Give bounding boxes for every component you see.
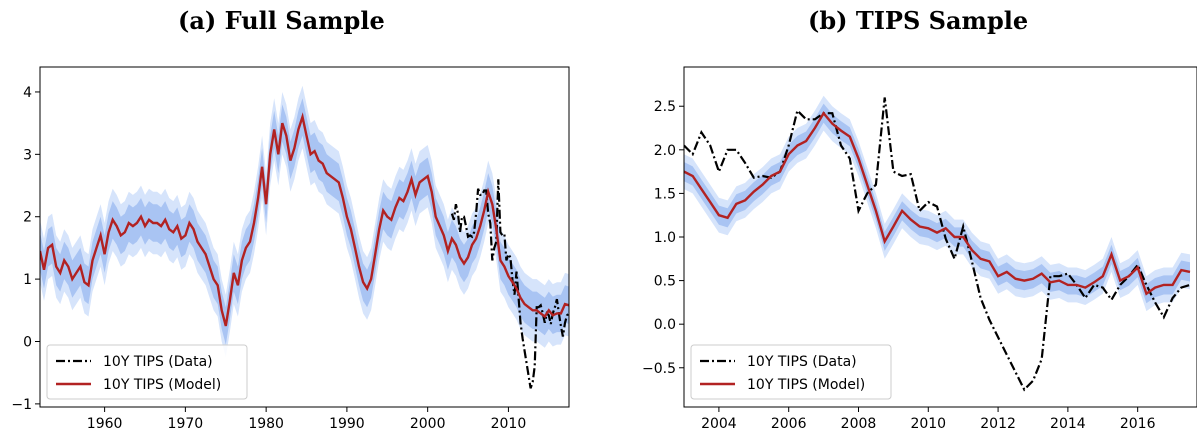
panel-b-chart: 2004 2006 2008 2010 2012 2014 2016 −0.5 0.0 0.5 1.… <box>642 67 1197 432</box>
b-x-tick-label: 2010 <box>910 416 946 432</box>
a-y-tick-label: 1 <box>23 272 32 288</box>
a-y-tick-label: 2 <box>23 210 32 226</box>
a-x-tick-label: 2000 <box>410 416 446 432</box>
b-y-tick-label: 2.5 <box>654 99 676 115</box>
b-legend-data-label: 10Y TIPS (Data) <box>747 354 857 370</box>
b-y-tick-label: 2.0 <box>654 143 676 159</box>
b-y-tick-label: −0.5 <box>642 361 676 377</box>
b-x-tick-label: 2014 <box>1050 416 1086 432</box>
a-y-tick-label: 0 <box>23 334 32 350</box>
b-band-outer <box>684 96 1190 311</box>
b-x-tick-label: 2016 <box>1120 416 1156 432</box>
a-x-tick-label: 1980 <box>248 416 284 432</box>
a-x-tick-label: 1990 <box>329 416 365 432</box>
a-legend-data-label: 10Y TIPS (Data) <box>103 354 213 370</box>
panel-a-chart: 1960 1970 1980 1990 2000 2010 −1 0 1 2 3 4 10Y TIPS … <box>11 67 569 432</box>
b-legend-model-label: 10Y TIPS (Model) <box>747 377 865 393</box>
b-y-tick-label: 0.0 <box>654 317 676 333</box>
b-x-tick-label: 2006 <box>771 416 807 432</box>
a-plot-area <box>40 86 569 389</box>
b-x-tick-label: 2012 <box>980 416 1016 432</box>
a-x-tick-label: 1960 <box>87 416 123 432</box>
b-x-tick-label: 2008 <box>841 416 877 432</box>
b-x-tick-label: 2004 <box>701 416 737 432</box>
a-y-tick-label: 4 <box>23 85 32 101</box>
b-y-tick-label: 1.5 <box>654 186 676 202</box>
a-x-tick-label: 1970 <box>168 416 204 432</box>
a-legend-model-label: 10Y TIPS (Model) <box>103 377 221 393</box>
b-y-tick-label: 1.0 <box>654 230 676 246</box>
a-x-tick-label: 2010 <box>491 416 527 432</box>
b-y-tick-label: 0.5 <box>654 274 676 290</box>
a-y-tick-label: 3 <box>23 147 32 163</box>
a-y-tick-label: −1 <box>11 397 32 413</box>
